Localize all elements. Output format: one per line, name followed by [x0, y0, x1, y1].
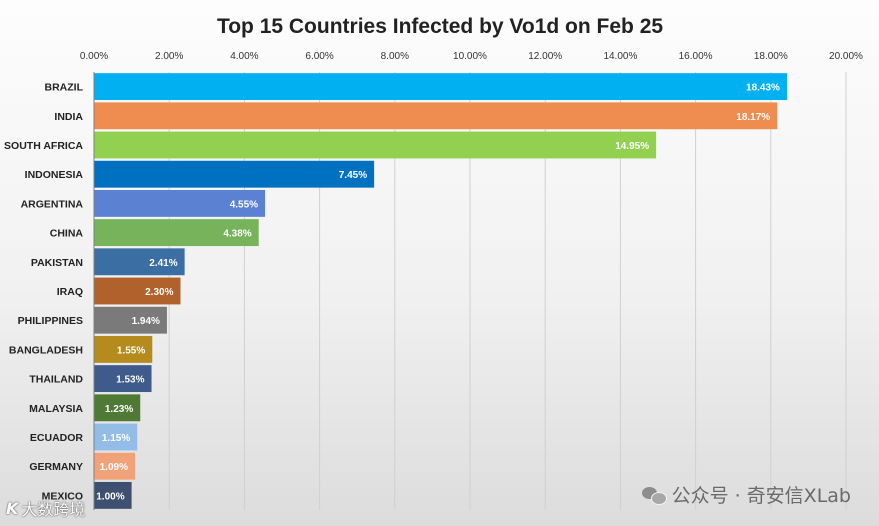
category-label-pakistan: PAKISTAN: [31, 257, 83, 269]
category-label-argentina: ARGENTINA: [21, 198, 84, 210]
category-label-iraq: IRAQ: [57, 286, 83, 298]
data-label-india: 18.17%: [736, 112, 770, 123]
bar-pakistan: [94, 248, 185, 276]
wechat-watermark: 公众号 · 奇安信XLab: [641, 481, 851, 508]
data-label-indonesia: 7.45%: [339, 170, 367, 181]
bar-iraq: [94, 277, 181, 305]
x-tick-label: 4.00%: [230, 51, 258, 62]
category-label-bangladesh: BANGLADESH: [9, 344, 83, 356]
dashu-watermark-text: 大数跨境: [21, 500, 86, 519]
category-label-germany: GERMANY: [29, 461, 83, 473]
bar-germany: [94, 452, 135, 480]
data-label-malaysia: 1.23%: [105, 404, 133, 415]
bar-mexico: [94, 481, 132, 509]
category-label-india: INDIA: [54, 111, 83, 123]
category-label-south-africa: SOUTH AFRICA: [4, 140, 83, 152]
data-label-iraq: 2.30%: [145, 287, 173, 298]
x-tick-label: 16.00%: [679, 51, 713, 62]
bar-india: [94, 102, 778, 130]
category-label-mexico: MEXICO: [42, 490, 83, 502]
data-label-mexico: 1.00%: [96, 491, 124, 502]
x-tick-label: 10.00%: [453, 51, 487, 62]
category-label-indonesia: INDONESIA: [25, 169, 84, 181]
data-labels: 18.43% 18.17% 14.95% 7.45% 4.55% 4.38% 2.41% 2.…: [96, 83, 780, 503]
dashu-logo-icon: K: [6, 498, 19, 518]
data-label-china: 4.38%: [223, 229, 251, 240]
x-tick-label: 6.00%: [305, 51, 333, 62]
category-label-thailand: THAILAND: [29, 374, 83, 386]
category-label-philippines: PHILIPPINES: [18, 315, 83, 327]
data-label-thailand: 1.53%: [116, 375, 144, 386]
bar-indonesia: [94, 160, 375, 188]
x-tick-label: 18.00%: [754, 51, 788, 62]
category-label-brazil: BRAZIL: [45, 82, 84, 94]
data-label-brazil: 18.43%: [746, 83, 780, 94]
x-tick-label: 2.00%: [155, 51, 183, 62]
x-axis-tick-labels: 0.00% 2.00% 4.00% 6.00% 8.00% 10.00% 12.00% 14.…: [80, 51, 863, 62]
category-label-china: CHINA: [50, 228, 84, 240]
category-label-malaysia: MALAYSIA: [29, 403, 83, 415]
bars: [94, 73, 787, 509]
bar-ecuador: [94, 423, 138, 451]
bar-brazil: [94, 73, 787, 101]
x-tick-label: 12.00%: [528, 51, 562, 62]
bar-argentina: [94, 189, 266, 217]
x-tick-label: 14.00%: [603, 51, 637, 62]
bar-bangladesh: [94, 335, 153, 363]
x-tick-label: 8.00%: [381, 51, 409, 62]
x-tick-label: 20.00%: [829, 51, 863, 62]
bar-malaysia: [94, 394, 141, 422]
category-label-ecuador: ECUADOR: [30, 432, 84, 444]
bar-china: [94, 219, 259, 247]
chart-title: Top 15 Countries Infected by Vo1d on Feb…: [217, 15, 663, 38]
wechat-icon: [641, 485, 667, 505]
data-label-argentina: 4.55%: [230, 199, 258, 210]
data-label-south-africa: 14.95%: [615, 141, 649, 152]
data-label-bangladesh: 1.55%: [117, 345, 145, 356]
bar-philippines: [94, 306, 167, 334]
wechat-watermark-text: 公众号 · 奇安信XLab: [671, 485, 851, 507]
data-label-philippines: 1.94%: [132, 316, 160, 327]
data-label-germany: 1.09%: [100, 462, 128, 473]
category-labels: BRAZIL INDIA SOUTH AFRICA INDONESIA ARGENTIN…: [4, 82, 84, 503]
data-label-ecuador: 1.15%: [102, 433, 130, 444]
dashu-watermark: K 大数跨境: [6, 496, 85, 520]
bar-thailand: [94, 365, 152, 393]
data-label-pakistan: 2.41%: [149, 258, 177, 269]
x-tick-label: 0.00%: [80, 51, 108, 62]
bar-south-africa: [94, 131, 657, 159]
